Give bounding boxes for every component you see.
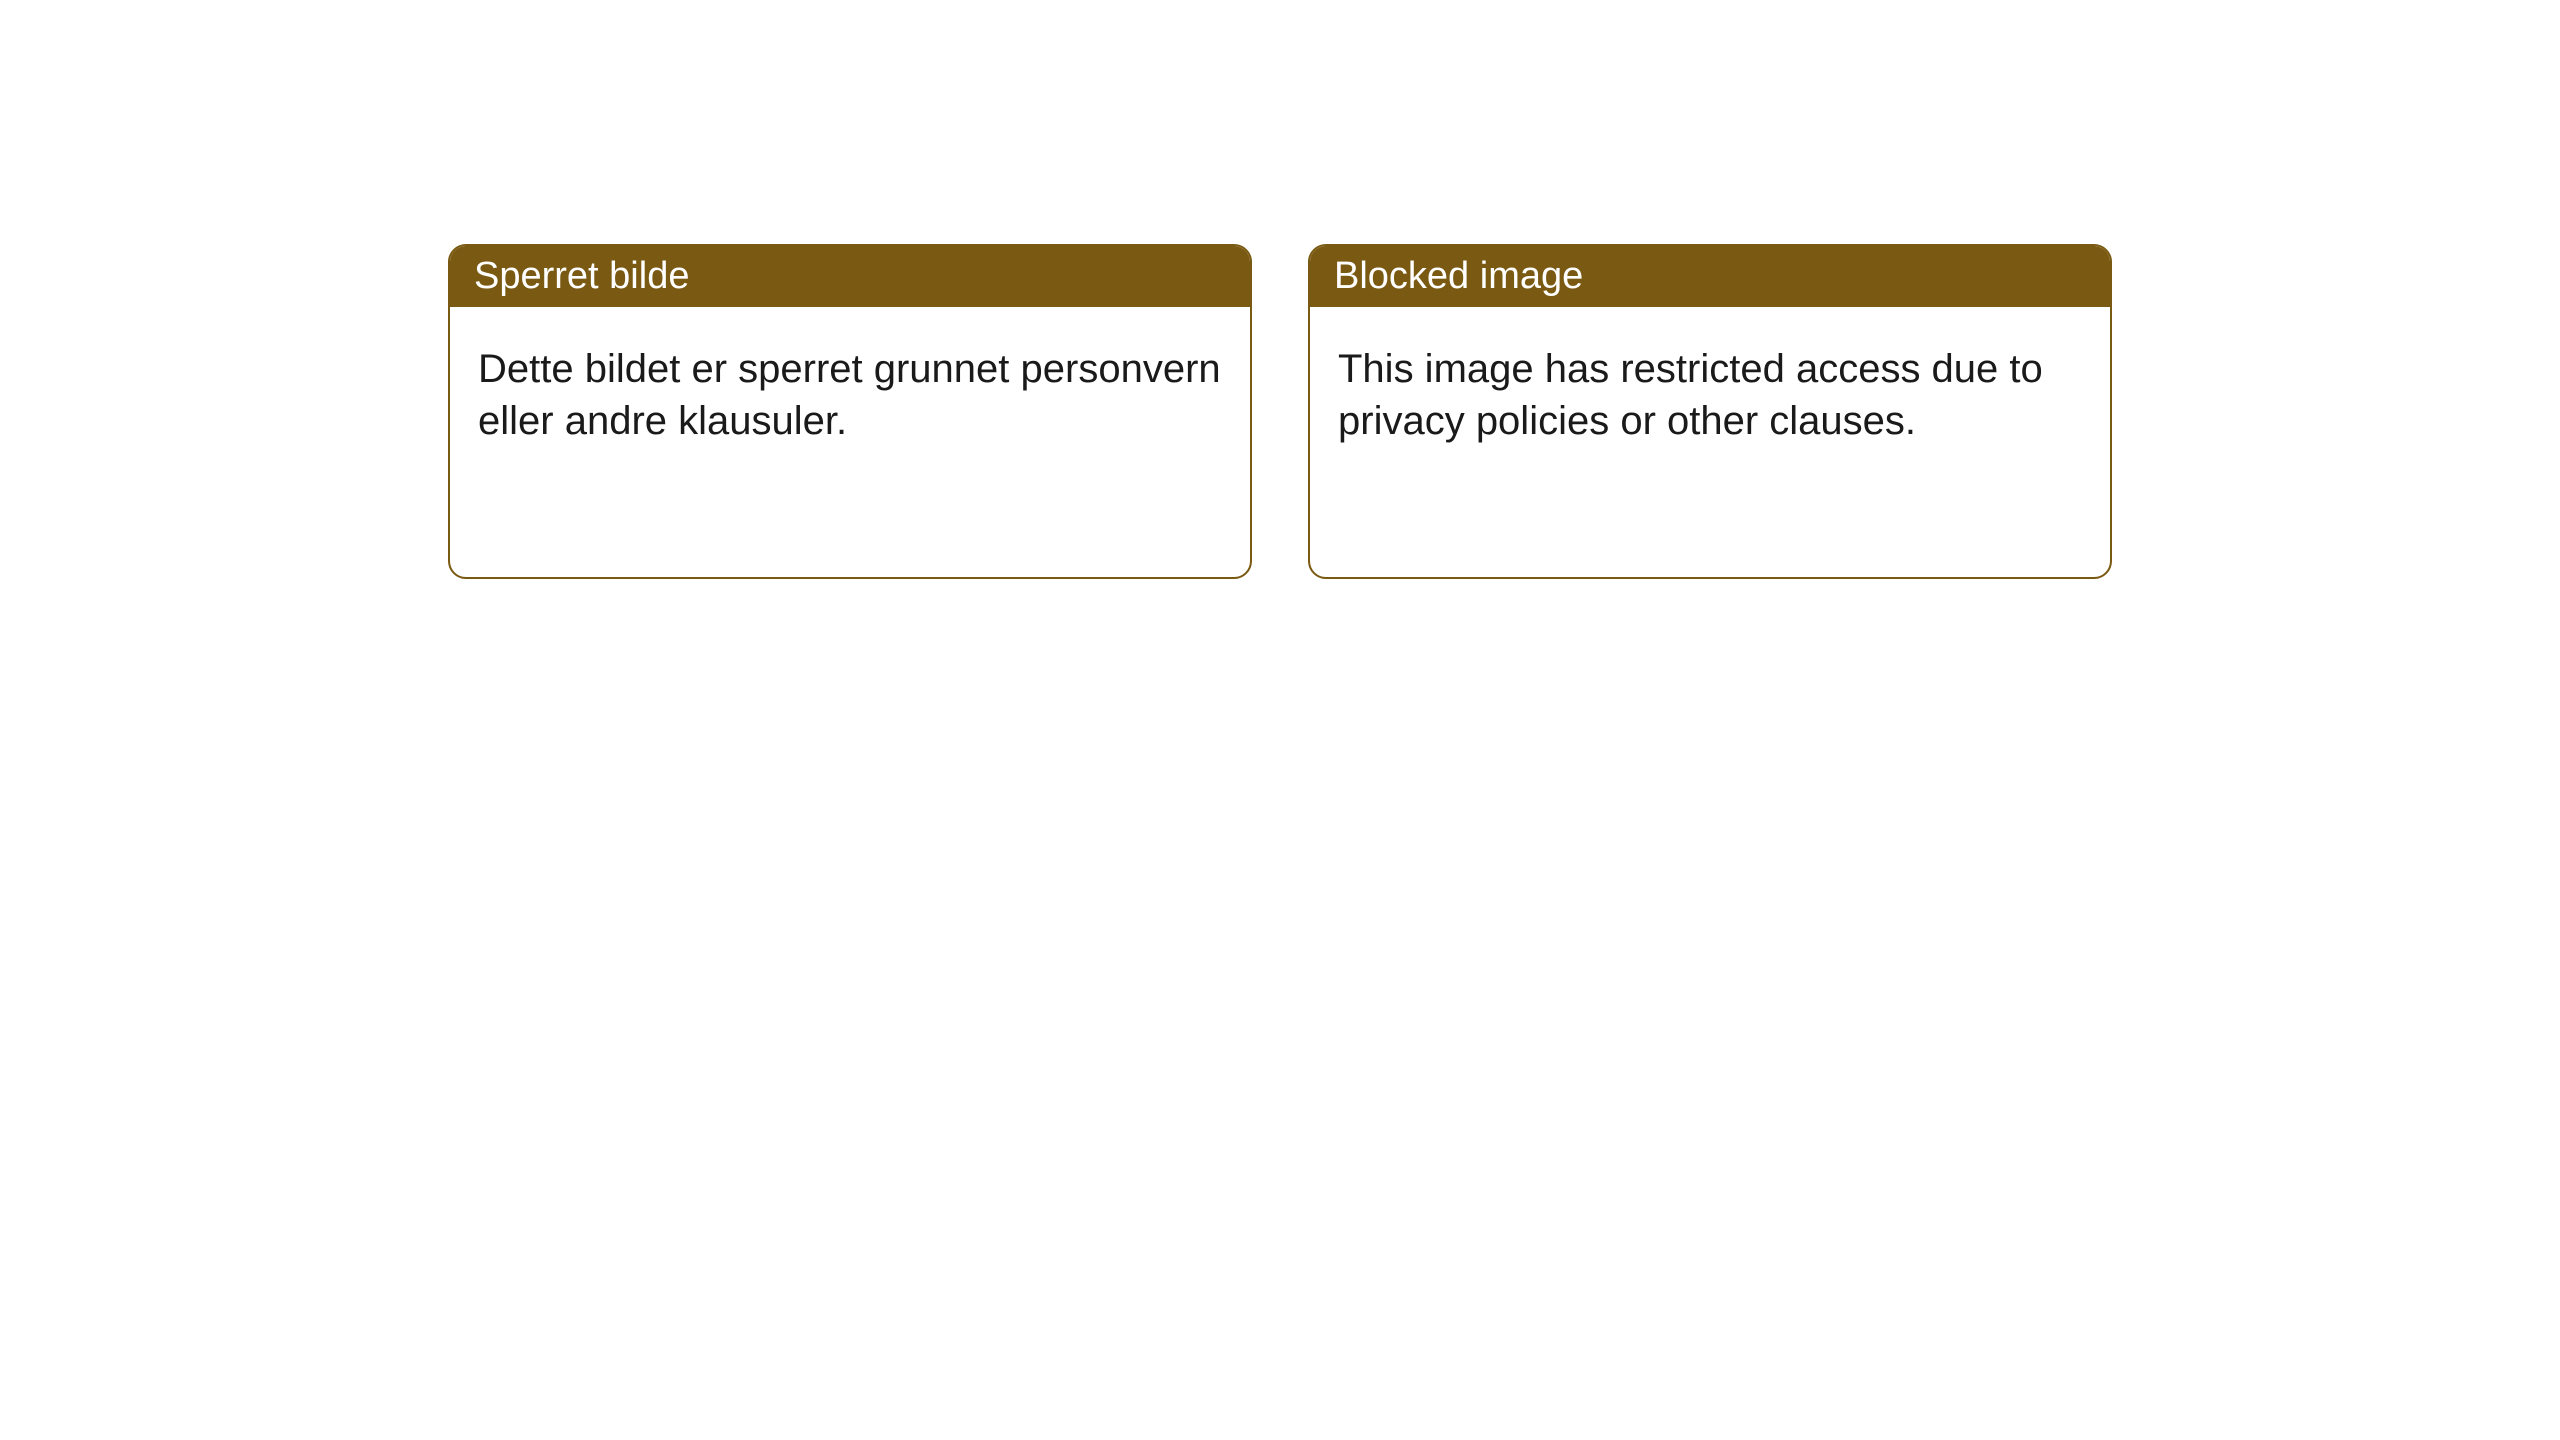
notice-header: Sperret bilde: [450, 246, 1250, 307]
notice-body: Dette bildet er sperret grunnet personve…: [450, 307, 1250, 483]
notice-card-english: Blocked image This image has restricted …: [1308, 244, 2112, 579]
notice-header: Blocked image: [1310, 246, 2110, 307]
notice-cards-container: Sperret bilde Dette bildet er sperret gr…: [448, 244, 2112, 579]
notice-card-norwegian: Sperret bilde Dette bildet er sperret gr…: [448, 244, 1252, 579]
notice-body: This image has restricted access due to …: [1310, 307, 2110, 483]
